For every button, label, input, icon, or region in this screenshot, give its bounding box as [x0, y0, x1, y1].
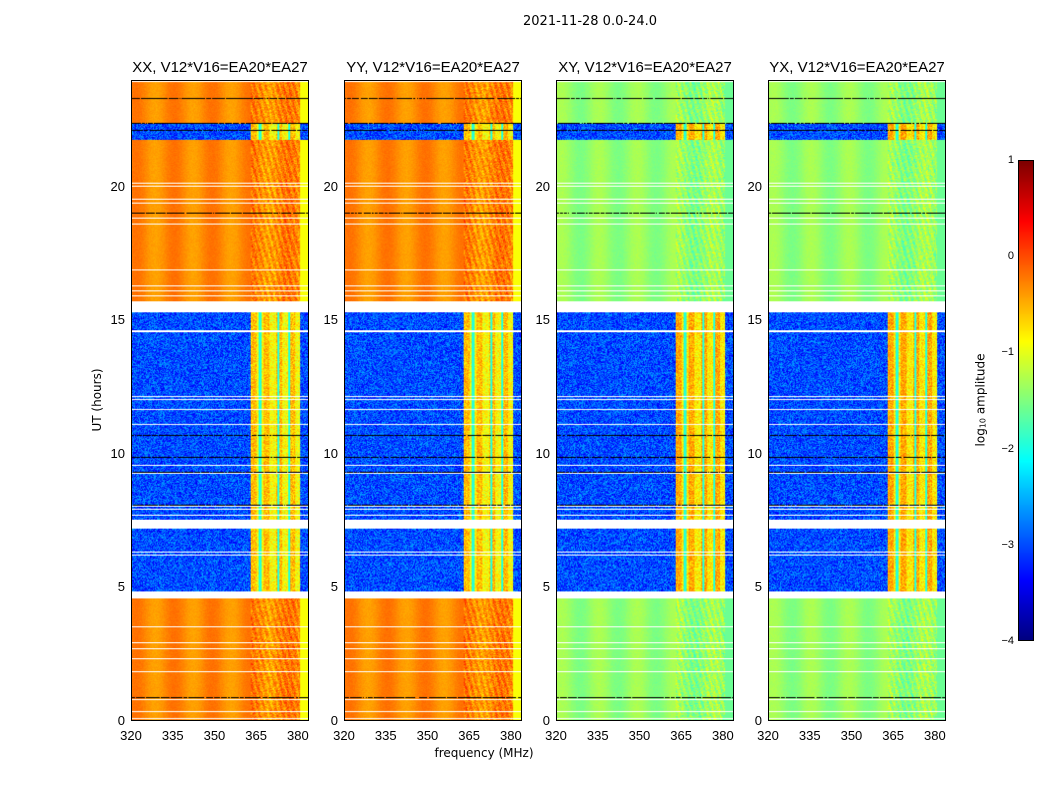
y-tick-label: 0	[117, 713, 125, 728]
y-tick-label: 5	[754, 579, 762, 595]
y-tick-label: 10	[535, 445, 550, 461]
x-tick-label: 350	[203, 728, 226, 743]
y-tick-label: 10	[747, 445, 762, 461]
figure-title: 2021-11-28 0.0-24.0	[523, 14, 657, 29]
y-tick-label: 5	[542, 579, 550, 595]
x-tick-label: 380	[287, 728, 309, 743]
x-tick-label: 350	[840, 728, 863, 743]
x-tick-label: 335	[374, 728, 397, 743]
panel-title: YX, V12*V16=EA20*EA27	[769, 59, 945, 76]
y-tick-label: 20	[535, 178, 550, 194]
y-tick-label: 20	[747, 178, 762, 194]
x-tick-label: 320	[333, 728, 355, 743]
y-tick-label: 5	[330, 579, 338, 595]
spectrogram-panel-xx	[131, 80, 309, 721]
x-tick-label: 365	[882, 728, 905, 743]
x-tick-label: 350	[628, 728, 651, 743]
x-tick-label: 350	[416, 728, 439, 743]
x-tick-label: 380	[924, 728, 946, 743]
y-tick-label: 20	[323, 178, 338, 194]
x-tick-label: 335	[586, 728, 609, 743]
y-tick-label: 15	[747, 312, 762, 328]
x-tick-label: 365	[245, 728, 268, 743]
x-tick-label: 380	[712, 728, 734, 743]
y-axis-label: UT (hours)	[90, 368, 104, 432]
x-tick-label: 335	[161, 728, 184, 743]
y-tick-label: 10	[323, 445, 338, 461]
x-tick-label: 380	[500, 728, 522, 743]
colorbar	[1018, 160, 1034, 641]
colorbar-label: log10 amplitude	[973, 353, 988, 447]
x-tick-label: 365	[458, 728, 481, 743]
x-tick-label: 320	[545, 728, 567, 743]
y-tick-label: 15	[535, 312, 550, 328]
x-tick-label: 365	[670, 728, 693, 743]
y-tick-label: 10	[110, 445, 125, 461]
colorbar-tick-label: 0	[1007, 250, 1014, 263]
colorbar-tick-label: −1	[1001, 346, 1014, 359]
x-tick-label: 320	[757, 728, 779, 743]
panel-title: XY, V12*V16=EA20*EA27	[558, 59, 732, 76]
panel-title: YY, V12*V16=EA20*EA27	[346, 59, 520, 76]
y-tick-label: 15	[323, 312, 338, 328]
panel-title: XX, V12*V16=EA20*EA27	[132, 59, 308, 76]
y-tick-label: 0	[542, 713, 550, 728]
spectrogram-panel-yx	[768, 80, 946, 721]
spectrogram-panel-yy	[344, 80, 522, 721]
y-tick-label: 20	[110, 178, 125, 194]
y-tick-label: 5	[117, 579, 125, 595]
colorbar-tick-label: −3	[1001, 538, 1014, 551]
colorbar-tick-label: 1	[1007, 154, 1014, 166]
y-tick-label: 15	[110, 312, 125, 328]
x-tick-label: 320	[120, 728, 142, 743]
spectrogram-panel-xy	[556, 80, 734, 721]
y-tick-label: 0	[754, 713, 762, 728]
x-tick-label: 335	[798, 728, 821, 743]
y-tick-label: 0	[330, 713, 338, 728]
colorbar-tick-label: −4	[1001, 635, 1014, 647]
x-axis-label: frequency (MHz)	[434, 746, 534, 760]
colorbar-tick-label: −2	[1001, 442, 1014, 455]
